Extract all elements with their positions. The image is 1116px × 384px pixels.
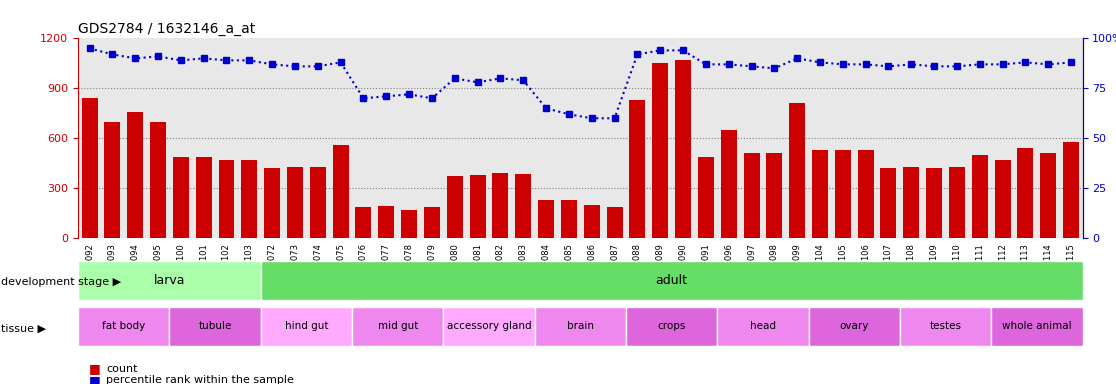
Text: adult: adult	[655, 274, 687, 287]
Text: tissue ▶: tissue ▶	[1, 323, 46, 333]
Bar	[949, 167, 965, 238]
Bar	[994, 160, 1011, 238]
Bar	[470, 175, 485, 238]
Text: head: head	[750, 321, 776, 331]
Text: ■: ■	[89, 362, 102, 375]
Text: mid gut: mid gut	[377, 321, 417, 331]
Bar	[105, 122, 121, 238]
Bar	[903, 167, 920, 238]
Bar	[926, 168, 942, 238]
FancyBboxPatch shape	[991, 307, 1083, 346]
Bar	[584, 205, 599, 238]
Bar	[150, 122, 166, 238]
Bar	[789, 103, 805, 238]
FancyBboxPatch shape	[261, 261, 1083, 300]
Bar	[401, 210, 417, 238]
Bar	[1040, 153, 1056, 238]
Bar	[607, 207, 623, 238]
Bar	[561, 200, 577, 238]
Bar	[424, 207, 440, 238]
Text: crops: crops	[657, 321, 686, 331]
Bar	[264, 168, 280, 238]
Bar	[721, 130, 737, 238]
Bar	[972, 155, 988, 238]
Bar	[835, 150, 850, 238]
FancyBboxPatch shape	[535, 307, 626, 346]
FancyBboxPatch shape	[899, 307, 991, 346]
Bar	[446, 176, 463, 238]
Bar	[287, 167, 302, 238]
Text: ■: ■	[89, 374, 102, 384]
Bar	[652, 63, 668, 238]
Bar	[881, 168, 896, 238]
Bar	[378, 207, 394, 238]
FancyBboxPatch shape	[352, 307, 443, 346]
Bar	[698, 157, 714, 238]
FancyBboxPatch shape	[78, 261, 261, 300]
FancyBboxPatch shape	[718, 307, 809, 346]
Text: hind gut: hind gut	[285, 321, 328, 331]
Bar	[173, 157, 189, 238]
Text: accessory gland: accessory gland	[446, 321, 531, 331]
Text: larva: larva	[154, 274, 185, 287]
FancyBboxPatch shape	[261, 307, 352, 346]
Bar	[1064, 142, 1079, 238]
Bar	[310, 167, 326, 238]
FancyBboxPatch shape	[809, 307, 899, 346]
Text: percentile rank within the sample: percentile rank within the sample	[106, 375, 294, 384]
Bar	[1018, 148, 1033, 238]
Bar	[356, 207, 372, 238]
Bar	[675, 60, 691, 238]
Text: count: count	[106, 364, 137, 374]
Bar	[492, 173, 509, 238]
Text: development stage ▶: development stage ▶	[1, 277, 122, 287]
Text: whole animal: whole animal	[1002, 321, 1071, 331]
Bar	[743, 153, 760, 238]
Bar	[538, 200, 554, 238]
Bar	[516, 174, 531, 238]
FancyBboxPatch shape	[78, 307, 170, 346]
Bar	[127, 112, 143, 238]
FancyBboxPatch shape	[626, 307, 718, 346]
Text: tubule: tubule	[199, 321, 232, 331]
Text: testes: testes	[930, 321, 962, 331]
Bar	[333, 145, 348, 238]
Text: brain: brain	[567, 321, 594, 331]
Text: GDS2784 / 1632146_a_at: GDS2784 / 1632146_a_at	[78, 22, 256, 36]
Bar	[241, 160, 258, 238]
Bar	[812, 150, 828, 238]
Text: ovary: ovary	[839, 321, 869, 331]
Bar	[219, 160, 234, 238]
Bar	[629, 100, 645, 238]
Bar	[767, 153, 782, 238]
Bar	[195, 157, 212, 238]
FancyBboxPatch shape	[443, 307, 535, 346]
Text: fat body: fat body	[103, 321, 145, 331]
Bar	[81, 98, 97, 238]
Bar	[858, 150, 874, 238]
FancyBboxPatch shape	[170, 307, 261, 346]
